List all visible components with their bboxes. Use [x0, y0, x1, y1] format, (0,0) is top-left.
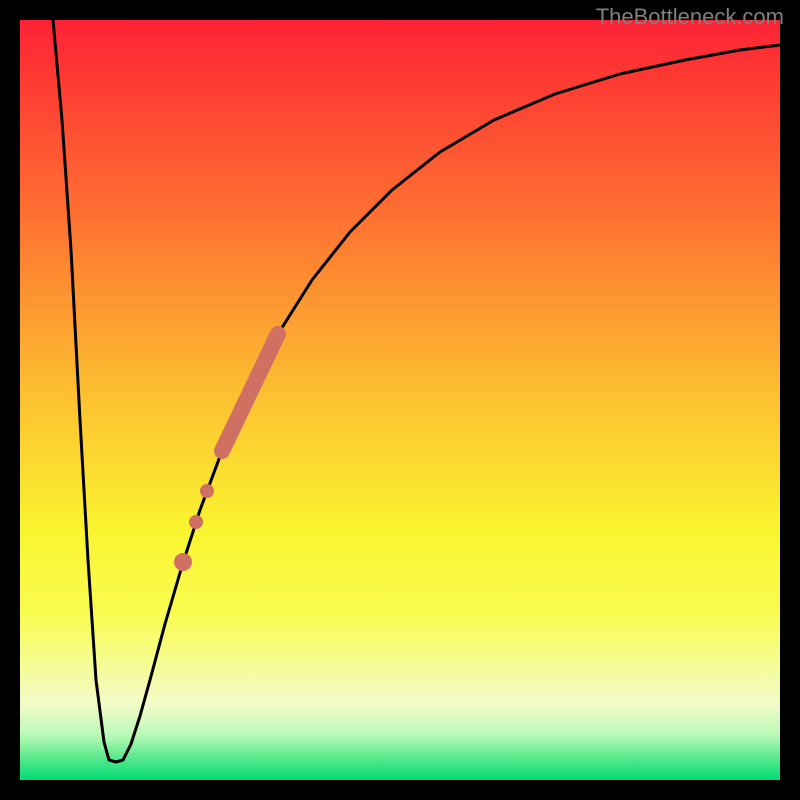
- plot-area: [20, 20, 780, 780]
- highlight-dot: [174, 553, 192, 571]
- watermark-text: TheBottleneck.com: [596, 4, 784, 29]
- highlight-dot: [189, 515, 203, 529]
- highlight-dot: [200, 484, 214, 498]
- bottleneck-chart: TheBottleneck.com: [0, 0, 800, 800]
